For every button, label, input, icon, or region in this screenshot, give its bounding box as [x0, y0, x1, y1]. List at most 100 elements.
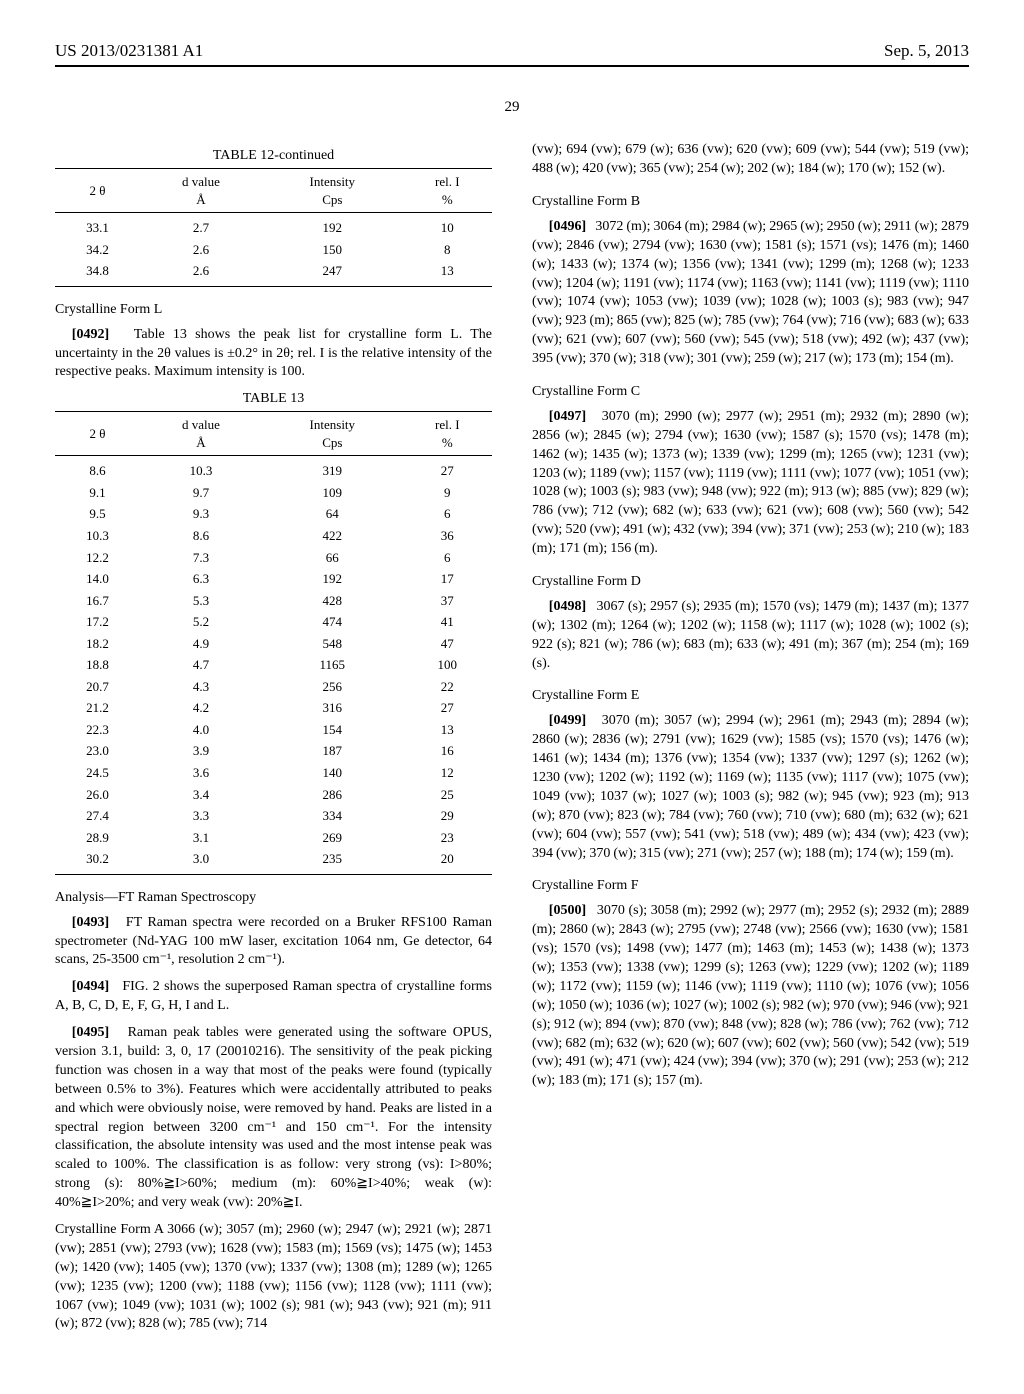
form-b-heading: Crystalline Form B [532, 193, 969, 212]
table-cell: 7.3 [140, 547, 262, 569]
table-cell: 269 [262, 827, 403, 849]
table-cell: 27 [403, 697, 492, 719]
table-cell: 319 [262, 456, 403, 482]
table-cell: 8.6 [140, 525, 262, 547]
table-cell: 66 [262, 547, 403, 569]
table-header-cell: d valueÅ [140, 412, 262, 456]
table-cell: 29 [403, 805, 492, 827]
table-cell: 109 [262, 482, 403, 504]
raman-heading: Analysis—FT Raman Spectroscopy [55, 889, 492, 908]
table-cell: 8 [403, 239, 492, 261]
table-cell: 22.3 [55, 719, 140, 741]
table-cell: 36 [403, 525, 492, 547]
para-0499: [0499] 3070 (m); 3057 (w); 2994 (w); 296… [532, 712, 969, 863]
table-cell: 3.3 [140, 805, 262, 827]
table-cell: 150 [262, 239, 403, 261]
table13-caption: TABLE 13 [55, 390, 492, 409]
para-0496: [0496] 3072 (m); 3064 (m); 2984 (w); 296… [532, 218, 969, 369]
table-cell: 100 [403, 654, 492, 676]
table-cell: 256 [262, 676, 403, 698]
table-cell: 64 [262, 503, 403, 525]
table-row: 34.82.624713 [55, 260, 492, 286]
table-row: 22.34.015413 [55, 719, 492, 741]
table-cell: 3.1 [140, 827, 262, 849]
table-cell: 21.2 [55, 697, 140, 719]
table-cell: 6 [403, 503, 492, 525]
table-cell: 33.1 [55, 213, 140, 239]
table-cell: 140 [262, 762, 403, 784]
table-row: 14.06.319217 [55, 568, 492, 590]
table-cell: 192 [262, 213, 403, 239]
table-row: 9.59.3646 [55, 503, 492, 525]
page-number: 29 [55, 97, 969, 117]
para-0494: [0494] FIG. 2 shows the superposed Raman… [55, 978, 492, 1016]
table-cell: 548 [262, 633, 403, 655]
table-cell: 5.3 [140, 590, 262, 612]
table-cell: 3.0 [140, 848, 262, 874]
table-header-cell: IntensityCps [262, 169, 403, 213]
table-cell: 428 [262, 590, 403, 612]
para-0497: [0497] 3070 (m); 2990 (w); 2977 (w); 295… [532, 408, 969, 559]
table-row: 17.25.247441 [55, 611, 492, 633]
table-row: 9.19.71099 [55, 482, 492, 504]
table-cell: 187 [262, 740, 403, 762]
table-header-cell: d valueÅ [140, 169, 262, 213]
table-cell: 28.9 [55, 827, 140, 849]
table-cell: 9 [403, 482, 492, 504]
table-cell: 3.4 [140, 784, 262, 806]
page-header: US 2013/0231381 A1 Sep. 5, 2013 [55, 40, 969, 67]
para-0498: [0498] 3067 (s); 2957 (s); 2935 (m); 157… [532, 598, 969, 674]
table-row: 18.84.71165100 [55, 654, 492, 676]
form-e-heading: Crystalline Form E [532, 687, 969, 706]
table-cell: 3.6 [140, 762, 262, 784]
table-cell: 5.2 [140, 611, 262, 633]
table-cell: 20 [403, 848, 492, 874]
table-cell: 8.6 [55, 456, 140, 482]
table-cell: 6 [403, 547, 492, 569]
left-column: TABLE 12-continued 2 θd valueÅIntensityC… [55, 141, 492, 1344]
table-row: 30.23.023520 [55, 848, 492, 874]
table-row: 8.610.331927 [55, 456, 492, 482]
table-cell: 17.2 [55, 611, 140, 633]
table-row: 28.93.126923 [55, 827, 492, 849]
form-c-heading: Crystalline Form C [532, 383, 969, 402]
table-cell: 18.2 [55, 633, 140, 655]
table-cell: 422 [262, 525, 403, 547]
para-0495: [0495] Raman peak tables were generated … [55, 1024, 492, 1213]
table-row: 34.22.61508 [55, 239, 492, 261]
doc-date: Sep. 5, 2013 [884, 40, 969, 63]
table-cell: 2.6 [140, 239, 262, 261]
table-row: 10.38.642236 [55, 525, 492, 547]
table-cell: 12.2 [55, 547, 140, 569]
table-header-cell: IntensityCps [262, 412, 403, 456]
table-cell: 316 [262, 697, 403, 719]
table-cell: 24.5 [55, 762, 140, 784]
table-cell: 192 [262, 568, 403, 590]
table-row: 23.03.918716 [55, 740, 492, 762]
table-cell: 2.6 [140, 260, 262, 286]
table-cell: 14.0 [55, 568, 140, 590]
table-row: 16.75.342837 [55, 590, 492, 612]
table-header-cell: rel. I% [403, 412, 492, 456]
table-row: 21.24.231627 [55, 697, 492, 719]
table-cell: 27.4 [55, 805, 140, 827]
table-cell: 16 [403, 740, 492, 762]
table-cell: 17 [403, 568, 492, 590]
table-cell: 23.0 [55, 740, 140, 762]
table-cell: 286 [262, 784, 403, 806]
table-cell: 23 [403, 827, 492, 849]
table-cell: 9.3 [140, 503, 262, 525]
table-cell: 4.9 [140, 633, 262, 655]
table-cell: 30.2 [55, 848, 140, 874]
table-cell: 27 [403, 456, 492, 482]
table12-caption: TABLE 12-continued [55, 147, 492, 166]
table-cell: 22 [403, 676, 492, 698]
table-cell: 10.3 [55, 525, 140, 547]
form-f-heading: Crystalline Form F [532, 877, 969, 896]
table-cell: 41 [403, 611, 492, 633]
table-cell: 16.7 [55, 590, 140, 612]
table-cell: 20.7 [55, 676, 140, 698]
table-cell: 18.8 [55, 654, 140, 676]
table-cell: 4.7 [140, 654, 262, 676]
table-row: 12.27.3666 [55, 547, 492, 569]
